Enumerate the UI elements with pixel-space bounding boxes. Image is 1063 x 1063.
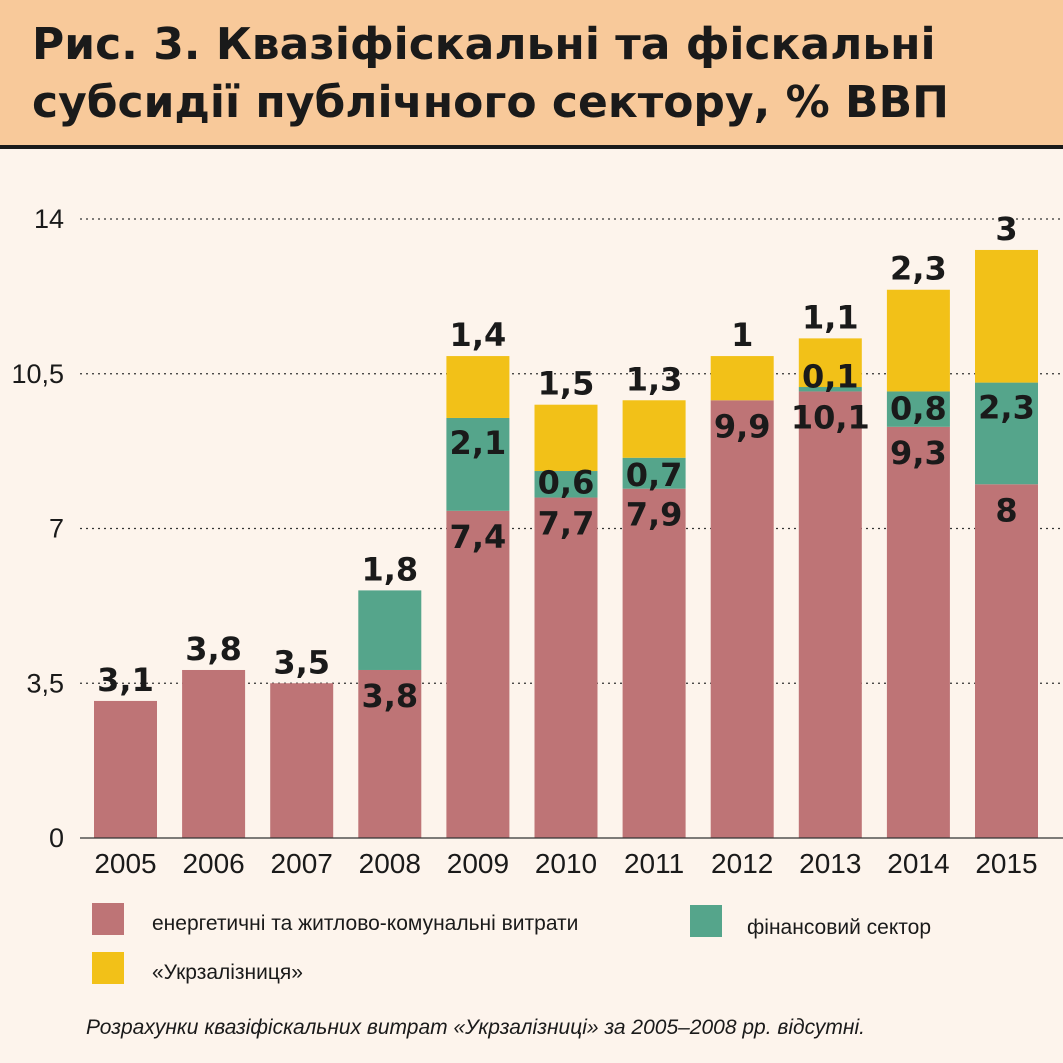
bar-railway-2011: [622, 400, 686, 458]
bar-financial-2011: [622, 457, 686, 489]
footnote: Розрахунки квазіфіскальних витрат «Укрза…: [86, 1016, 865, 1039]
data-label-energy-2005: 3,1: [97, 661, 154, 699]
legend-swatch-energy: [92, 903, 124, 935]
data-label-railway-2014: 2,3: [890, 250, 947, 288]
y-tick-label: 14: [34, 204, 64, 234]
y-tick-label: 10,5: [11, 359, 64, 389]
bar-railway-2012: [710, 356, 774, 401]
data-label-energy-2012: 9,9: [714, 407, 771, 445]
x-tick-label: 2010: [535, 848, 597, 879]
x-tick-label: 2012: [711, 848, 773, 879]
data-label-railway-2011: 1,3: [626, 360, 683, 398]
data-label-energy-2011: 7,9: [626, 496, 683, 534]
bar-railway-2014: [886, 289, 950, 392]
data-label-energy-2009: 7,4: [450, 518, 507, 556]
x-tick-label: 2009: [447, 848, 509, 879]
x-tick-label: 2006: [182, 848, 244, 879]
data-label-energy-2006: 3,8: [185, 630, 242, 668]
x-tick-label: 2011: [624, 848, 684, 879]
data-label-financial-2015: 2,3: [978, 389, 1035, 427]
x-tick-label: 2015: [975, 848, 1037, 879]
bar-energy-2007: [270, 683, 334, 838]
bar-financial-2015: [975, 382, 1038, 485]
data-label-financial-2013: 0,1: [802, 357, 859, 395]
data-label-railway-2010: 1,5: [538, 365, 595, 403]
bar-railway-2010: [534, 404, 598, 472]
data-label-financial-2008: 1,8: [361, 550, 418, 588]
data-label-energy-2013: 10,1: [791, 398, 870, 436]
data-label-energy-2014: 9,3: [890, 434, 947, 472]
legend-label-railway: «Укрзалізниця»: [152, 961, 303, 984]
data-label-energy-2007: 3,5: [273, 643, 330, 681]
x-tick-label: 2005: [94, 848, 156, 879]
bar-energy-2013: [798, 391, 862, 838]
bar-energy-2005: [94, 700, 157, 838]
bar-financial-2008: [358, 590, 422, 670]
bar-financial-2013: [798, 387, 862, 392]
x-tick-label: 2013: [799, 848, 861, 879]
data-label-financial-2009: 2,1: [450, 424, 507, 462]
bar-energy-2011: [622, 488, 686, 838]
chart-title: Рис. 3. Квазіфіскальні та фіскальні субс…: [32, 19, 949, 128]
y-tick-label: 7: [49, 514, 64, 544]
data-label-railway-2012: 1: [731, 316, 753, 354]
data-label-financial-2011: 0,7: [626, 456, 683, 494]
legend-label-energy: енергетичні та житлово-комунальні витрат…: [152, 912, 579, 935]
title-banner: Рис. 3. Квазіфіскальні та фіскальні субс…: [0, 0, 1063, 149]
bar-railway-2009: [446, 356, 510, 418]
x-tick-label: 2007: [271, 848, 333, 879]
bar-energy-2010: [534, 497, 598, 838]
data-label-energy-2008: 3,8: [361, 677, 418, 715]
y-tick-label: 0: [49, 823, 64, 853]
bar-financial-2014: [886, 391, 950, 427]
data-label-energy-2015: 8: [995, 491, 1017, 529]
y-tick-label: 3,5: [26, 668, 64, 698]
bar-financial-2010: [534, 471, 598, 498]
data-label-financial-2010: 0,6: [538, 464, 595, 502]
bar-energy-2014: [886, 426, 950, 838]
legend-swatch-railway: [92, 952, 124, 984]
bar-energy-2012: [710, 400, 774, 838]
data-label-financial-2014: 0,8: [890, 389, 947, 427]
data-label-railway-2009: 1,4: [450, 316, 507, 354]
bar-financial-2009: [446, 417, 510, 511]
bar-railway-2015: [975, 249, 1038, 383]
legend-swatch-financial: [690, 905, 722, 937]
data-label-energy-2010: 7,7: [538, 505, 595, 543]
bar-energy-2006: [182, 669, 246, 838]
bar-energy-2008: [358, 669, 422, 838]
x-tick-label: 2008: [359, 848, 421, 879]
bar-railway-2013: [798, 338, 862, 388]
bar-energy-2015: [975, 484, 1038, 838]
bar-energy-2009: [446, 510, 510, 838]
legend-label-financial: фінансовий сектор: [747, 916, 932, 939]
x-tick-label: 2014: [887, 848, 949, 879]
data-label-railway-2013: 1,1: [802, 298, 859, 336]
data-label-railway-2015: 3: [995, 210, 1017, 248]
